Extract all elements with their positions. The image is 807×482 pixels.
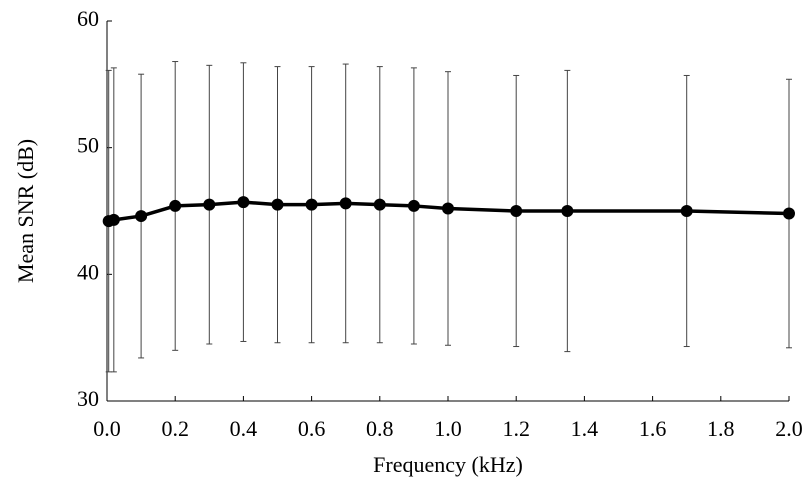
y-tick-label: 30 [77,386,99,411]
point [135,210,148,223]
point [510,205,523,217]
point [407,199,420,212]
y-tick-label: 40 [77,259,99,284]
point [271,198,284,211]
point [783,207,795,220]
x-tick-label: 1.0 [434,416,462,441]
point [561,205,574,217]
x-tick-label: 1.4 [571,416,599,441]
x-tick-label: 1.8 [707,416,735,441]
x-tick-label: 0.8 [366,416,394,441]
y-tick-label: 60 [77,6,99,31]
x-tick-label: 2.0 [775,416,803,441]
x-tick-label: 1.6 [639,416,667,441]
x-axis-label: Frequency (kHz) [373,452,523,477]
x-tick-label: 0.2 [161,416,189,441]
x-tick-label: 0.4 [230,416,258,441]
point [107,213,120,226]
point [237,196,250,209]
point [680,205,693,217]
y-tick-label: 50 [77,133,99,158]
point [373,198,386,211]
point [305,198,318,211]
point [339,197,352,210]
x-tick-label: 0.6 [298,416,326,441]
y-axis-label: Mean SNR (dB) [13,139,38,283]
line [108,200,790,223]
point [203,198,216,211]
x-tick-label: 1.2 [502,416,530,441]
x-tick-label: 0.0 [93,416,121,441]
point [169,199,182,212]
point [442,202,454,215]
